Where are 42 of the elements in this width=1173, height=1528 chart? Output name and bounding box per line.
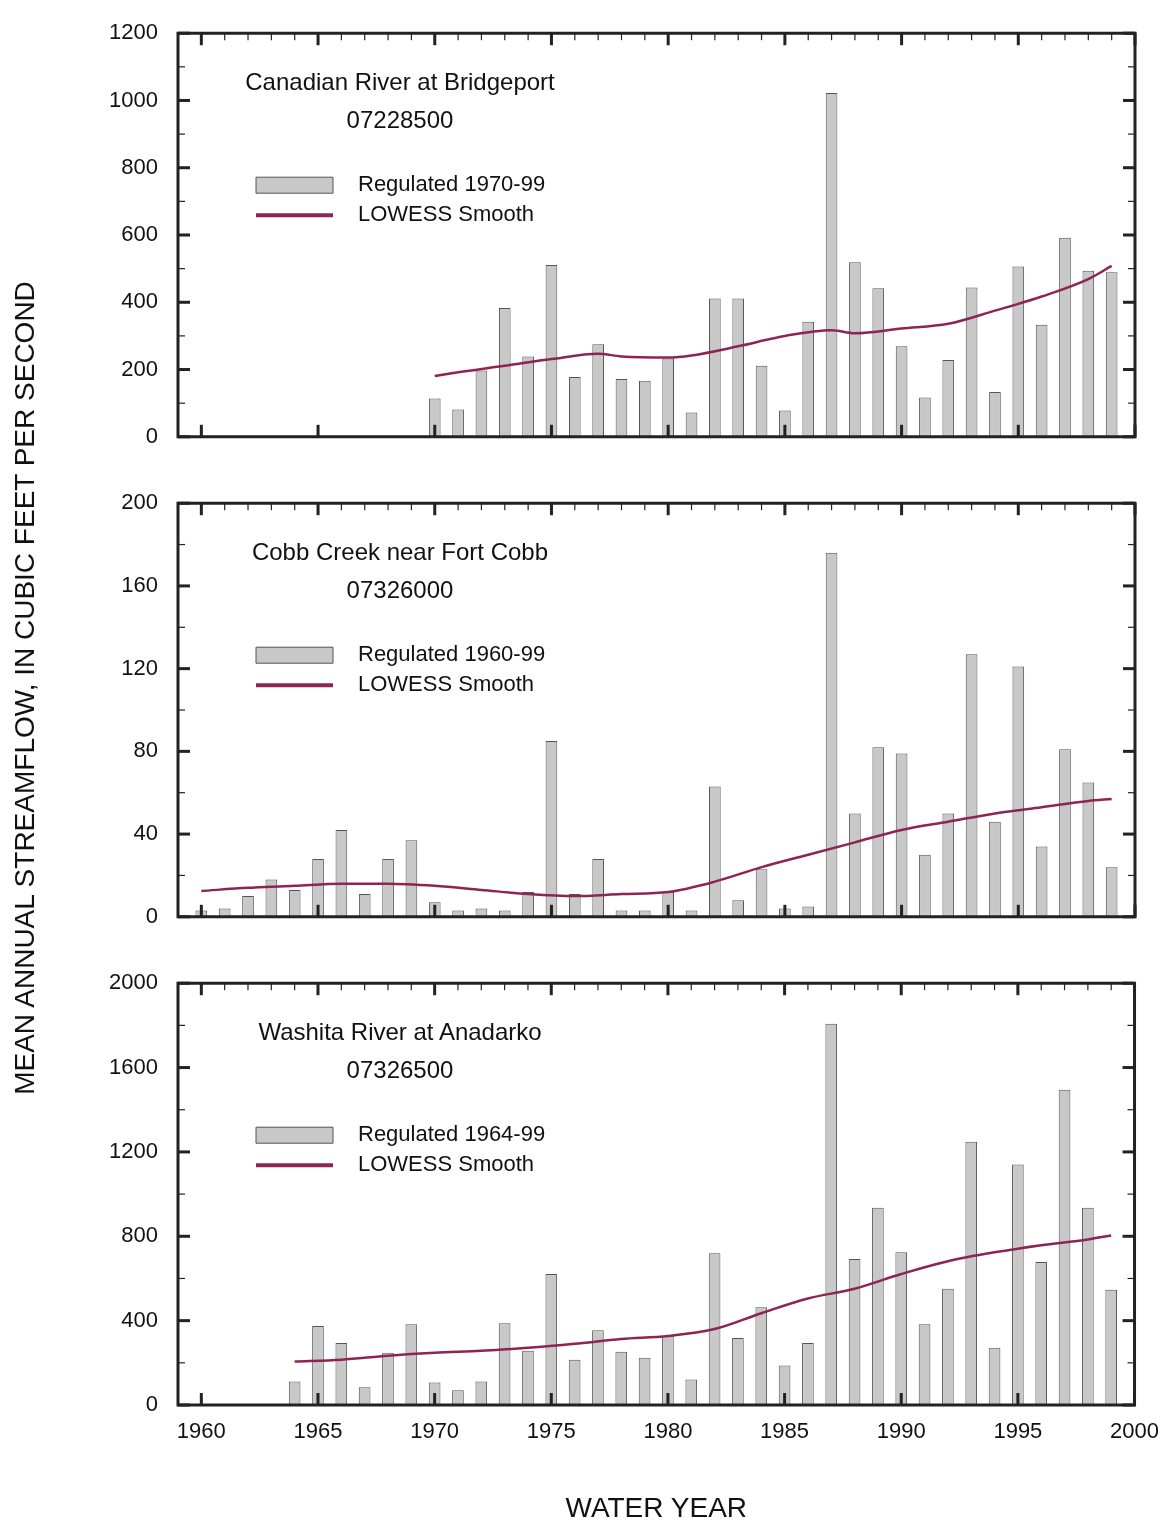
text: Cobb Creek near Fort Cobb (251, 537, 549, 565)
y-axis-title: MEAN ANNUAL STREAMFLOW, IN CUBIC FEET PER SECOND (9, 281, 41, 1095)
y-tick-label: 200 (121, 489, 158, 515)
y-tick-label: 800 (121, 1222, 158, 1248)
legend-label: Regulated 1960-99 (358, 641, 546, 667)
y-tick-label: 200 (121, 355, 158, 381)
y-tick-label: 2000 (109, 969, 158, 995)
x-tick-label: 1975 (526, 1418, 576, 1444)
x-tick-label: 2000 (1110, 1418, 1160, 1444)
legend-label: LOWESS Smooth (358, 201, 535, 227)
y-tick-label: 1000 (109, 86, 158, 112)
x-tick-label: 1965 (293, 1418, 343, 1444)
y-tick-label: 40 (133, 820, 158, 846)
y-tick-label: 1200 (109, 19, 158, 45)
y-tick-label: 800 (121, 153, 158, 179)
text: Canadian River at Bridgeport (245, 67, 556, 95)
text: 07326000 (346, 575, 454, 603)
x-axis-title: WATER YEAR (565, 1491, 748, 1523)
legend-label: Regulated 1970-99 (358, 171, 546, 197)
legend-label: LOWESS Smooth (358, 1151, 535, 1177)
x-tick-label: 1985 (760, 1418, 810, 1444)
y-tick-label: 1600 (109, 1053, 158, 1079)
y-tick-label: 160 (121, 571, 158, 597)
y-tick-label: 120 (121, 654, 158, 680)
x-tick-label: 1990 (876, 1418, 926, 1444)
y-tick-label: 400 (121, 1306, 158, 1332)
y-tick-label: 400 (121, 288, 158, 314)
y-tick-label: 1200 (109, 1137, 158, 1163)
text: 07228500 (346, 105, 454, 133)
x-tick-label: 1995 (993, 1418, 1043, 1444)
legend-label: Regulated 1964-99 (358, 1121, 546, 1147)
text: 07326500 (346, 1055, 454, 1083)
x-tick-label: 1970 (410, 1418, 460, 1444)
y-tick-label: 80 (133, 737, 158, 763)
y-tick-label: 0 (145, 1391, 158, 1417)
text: Washita River at Anadarko (258, 1017, 542, 1045)
legend-label: LOWESS Smooth (358, 671, 535, 697)
y-tick-label: 0 (145, 422, 158, 448)
y-tick-label: 600 (121, 221, 158, 247)
x-tick-label: 1980 (643, 1418, 693, 1444)
y-tick-label: 0 (145, 902, 158, 928)
x-tick-label: 1960 (176, 1418, 226, 1444)
